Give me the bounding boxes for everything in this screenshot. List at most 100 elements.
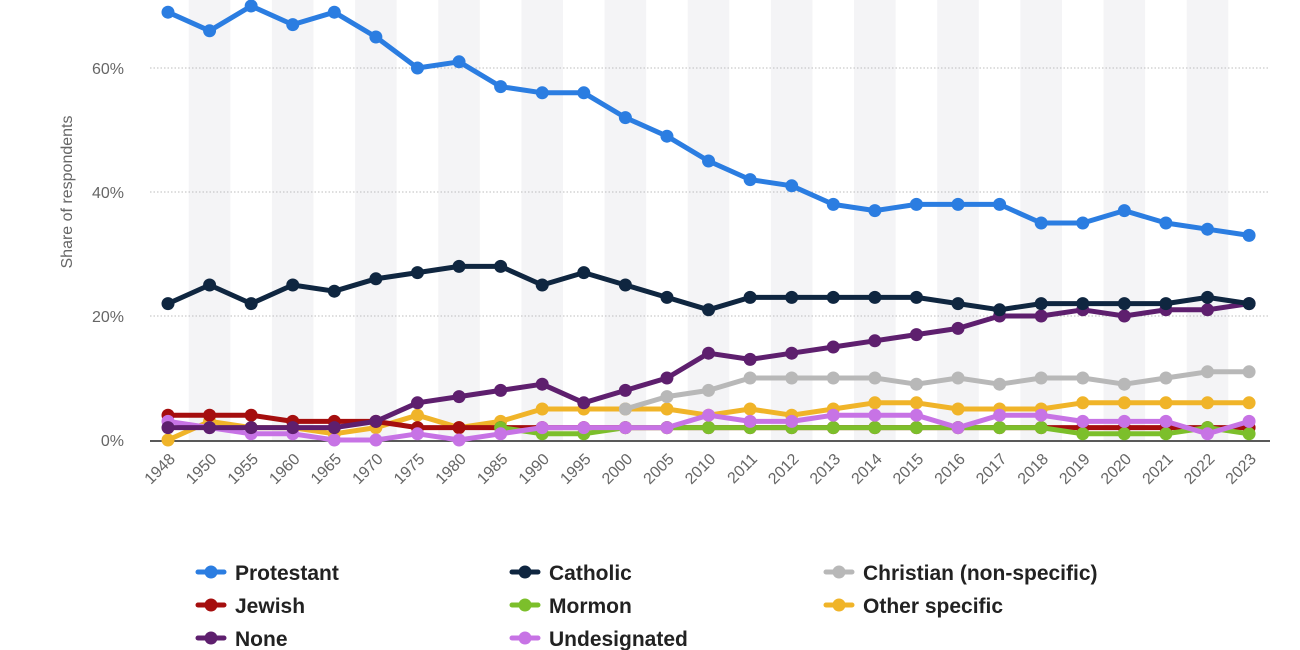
data-point-mormon[interactable]	[1076, 427, 1090, 441]
data-point-mormon[interactable]	[909, 421, 923, 435]
data-point-protestant[interactable]	[826, 197, 840, 211]
data-point-catholic[interactable]	[909, 290, 923, 304]
data-point-protestant[interactable]	[327, 5, 341, 19]
data-point-none[interactable]	[951, 321, 965, 335]
data-point-christian[interactable]	[1159, 371, 1173, 385]
data-point-protestant[interactable]	[1117, 204, 1131, 218]
data-point-catholic[interactable]	[1117, 297, 1131, 311]
data-point-christian[interactable]	[1242, 365, 1256, 379]
data-point-mormon[interactable]	[826, 421, 840, 435]
data-point-other_specific[interactable]	[743, 402, 757, 416]
data-point-catholic[interactable]	[410, 266, 424, 280]
data-point-christian[interactable]	[951, 371, 965, 385]
data-point-none[interactable]	[1034, 309, 1048, 323]
data-point-none[interactable]	[702, 346, 716, 360]
data-point-protestant[interactable]	[1201, 222, 1214, 236]
data-point-protestant[interactable]	[1242, 228, 1256, 242]
data-point-none[interactable]	[909, 328, 923, 342]
data-point-catholic[interactable]	[494, 259, 508, 273]
data-point-catholic[interactable]	[369, 272, 383, 286]
data-point-mormon[interactable]	[868, 421, 882, 435]
data-point-mormon[interactable]	[993, 421, 1007, 435]
data-point-other_specific[interactable]	[1117, 396, 1131, 410]
data-point-protestant[interactable]	[1076, 216, 1090, 230]
data-point-none[interactable]	[660, 371, 674, 385]
data-point-undesignated[interactable]	[702, 408, 716, 422]
data-point-christian[interactable]	[909, 377, 923, 391]
data-point-none[interactable]	[577, 396, 591, 410]
data-point-protestant[interactable]	[868, 204, 882, 218]
data-point-undesignated[interactable]	[1034, 408, 1048, 422]
data-point-protestant[interactable]	[660, 129, 674, 143]
data-point-undesignated[interactable]	[1117, 414, 1131, 428]
data-point-protestant[interactable]	[577, 86, 591, 100]
data-point-undesignated[interactable]	[494, 427, 508, 441]
data-point-catholic[interactable]	[868, 290, 882, 304]
data-point-christian[interactable]	[1201, 365, 1214, 379]
data-point-other_specific[interactable]	[1201, 396, 1214, 410]
data-point-catholic[interactable]	[1034, 297, 1048, 311]
data-point-protestant[interactable]	[410, 61, 424, 75]
data-point-christian[interactable]	[993, 377, 1007, 391]
data-point-protestant[interactable]	[909, 197, 923, 211]
data-point-other_specific[interactable]	[1159, 396, 1173, 410]
data-point-protestant[interactable]	[452, 55, 466, 69]
data-point-catholic[interactable]	[244, 297, 258, 311]
data-point-protestant[interactable]	[286, 18, 300, 32]
data-point-undesignated[interactable]	[1076, 414, 1090, 428]
data-point-catholic[interactable]	[452, 259, 466, 273]
data-point-protestant[interactable]	[993, 197, 1007, 211]
data-point-christian[interactable]	[743, 371, 757, 385]
data-point-protestant[interactable]	[1034, 216, 1048, 230]
data-point-catholic[interactable]	[993, 303, 1007, 317]
data-point-christian[interactable]	[618, 402, 632, 416]
data-point-undesignated[interactable]	[535, 421, 549, 435]
data-point-mormon[interactable]	[1242, 427, 1256, 441]
data-point-undesignated[interactable]	[618, 421, 632, 435]
data-point-undesignated[interactable]	[327, 433, 341, 447]
legend-item-catholic[interactable]: Catholic	[509, 562, 632, 585]
data-point-other_specific[interactable]	[909, 396, 923, 410]
data-point-catholic[interactable]	[702, 303, 716, 317]
data-point-catholic[interactable]	[1076, 297, 1090, 311]
data-point-mormon[interactable]	[1117, 427, 1131, 441]
data-point-catholic[interactable]	[826, 290, 840, 304]
data-point-none[interactable]	[785, 346, 799, 360]
data-point-other_specific[interactable]	[868, 396, 882, 410]
data-point-none[interactable]	[743, 352, 757, 366]
data-point-catholic[interactable]	[618, 278, 632, 292]
data-point-none[interactable]	[203, 421, 217, 435]
data-point-none[interactable]	[286, 421, 300, 435]
data-point-none[interactable]	[1117, 309, 1131, 323]
legend-item-christian[interactable]: Christian (non-specific)	[823, 562, 1098, 585]
data-point-undesignated[interactable]	[868, 408, 882, 422]
data-point-protestant[interactable]	[1159, 216, 1173, 230]
data-point-undesignated[interactable]	[452, 433, 466, 447]
data-point-undesignated[interactable]	[577, 421, 591, 435]
data-point-catholic[interactable]	[1201, 290, 1214, 304]
data-point-christian[interactable]	[702, 383, 716, 397]
legend-item-protestant[interactable]: Protestant	[195, 562, 339, 585]
data-point-other_specific[interactable]	[1076, 396, 1090, 410]
data-point-christian[interactable]	[1034, 371, 1048, 385]
data-point-none[interactable]	[535, 377, 549, 391]
legend-item-none[interactable]: None	[195, 628, 288, 650]
data-point-christian[interactable]	[1117, 377, 1131, 391]
data-point-catholic[interactable]	[327, 284, 341, 298]
data-point-catholic[interactable]	[1159, 297, 1173, 311]
data-point-protestant[interactable]	[494, 80, 508, 94]
data-point-protestant[interactable]	[161, 5, 175, 19]
data-point-catholic[interactable]	[286, 278, 300, 292]
data-point-other_specific[interactable]	[535, 402, 549, 416]
data-point-christian[interactable]	[660, 390, 674, 404]
data-point-catholic[interactable]	[660, 290, 674, 304]
data-point-other_specific[interactable]	[410, 408, 424, 422]
data-point-none[interactable]	[826, 340, 840, 354]
data-point-protestant[interactable]	[951, 197, 965, 211]
data-point-undesignated[interactable]	[909, 408, 923, 422]
data-point-undesignated[interactable]	[660, 421, 674, 435]
data-point-none[interactable]	[410, 396, 424, 410]
data-point-none[interactable]	[161, 421, 175, 435]
data-point-protestant[interactable]	[785, 179, 799, 193]
data-point-none[interactable]	[327, 421, 341, 435]
